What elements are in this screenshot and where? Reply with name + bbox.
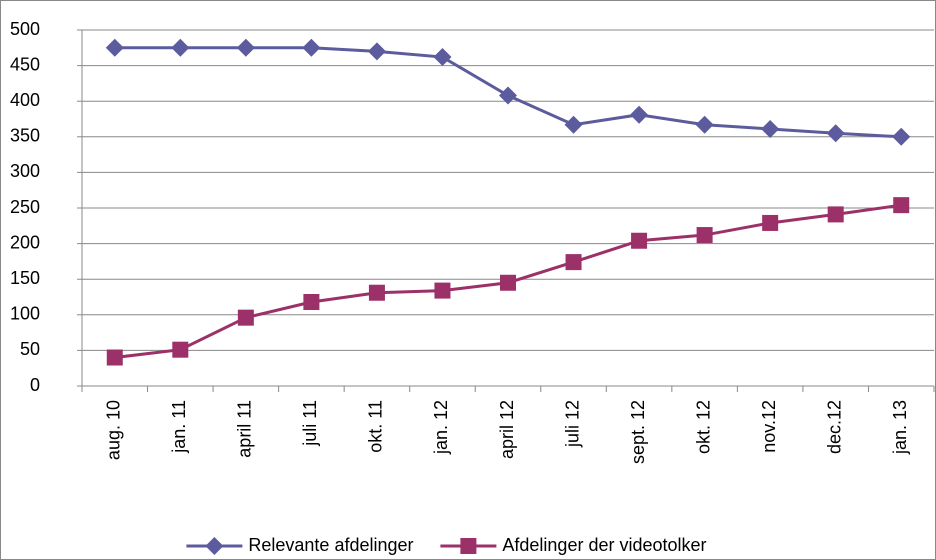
point	[105, 38, 124, 57]
x-tick-label: jan. 13	[890, 400, 910, 455]
x-tick-label: okt. 12	[693, 400, 713, 454]
y-tick-label: 0	[30, 375, 40, 395]
point	[892, 127, 911, 146]
y-tick-label: 300	[10, 161, 40, 181]
point	[696, 227, 713, 244]
point	[434, 282, 451, 299]
point	[827, 206, 844, 223]
point	[826, 124, 845, 143]
x-tick-label: okt. 11	[366, 400, 386, 453]
point	[237, 309, 254, 326]
x-tick-label: juli 11	[300, 400, 320, 447]
point	[631, 232, 648, 249]
point	[761, 119, 780, 138]
x-tick-label: jan. 11	[169, 400, 189, 454]
y-tick-label: 200	[10, 232, 40, 252]
point	[564, 115, 583, 134]
legend-marker	[460, 538, 477, 554]
x-tick-label: sept. 12	[628, 400, 648, 464]
point	[762, 214, 779, 231]
legend-label: Afdelinger der videotolker	[502, 535, 706, 555]
x-tick-label: aug. 10	[104, 400, 124, 460]
point	[172, 341, 189, 358]
y-tick-label: 100	[10, 304, 40, 324]
point	[433, 48, 452, 67]
legend-label: Relevante afdelinger	[248, 535, 413, 555]
point	[893, 197, 910, 214]
point	[499, 86, 517, 105]
point	[367, 42, 386, 61]
point	[106, 349, 123, 366]
point	[171, 38, 190, 57]
point	[302, 38, 321, 57]
point	[695, 115, 714, 134]
point	[500, 274, 516, 291]
x-tick-label: april 11	[235, 400, 255, 458]
x-tick-label: juli 12	[562, 400, 582, 448]
y-tick-label: 250	[10, 197, 40, 217]
x-tick-label: april 12	[497, 400, 517, 459]
y-tick-label: 150	[10, 268, 40, 288]
y-tick-label: 500	[10, 19, 40, 39]
point	[368, 284, 385, 301]
x-tick-label: nov.12	[759, 400, 779, 453]
point	[303, 293, 320, 310]
x-tick-label: jan. 12	[431, 400, 451, 455]
y-tick-label: 450	[10, 54, 40, 74]
legend-marker	[205, 537, 224, 555]
y-tick-label: 350	[10, 126, 40, 146]
point	[236, 38, 255, 57]
point	[565, 254, 582, 271]
x-tick-label: dec.12	[824, 400, 844, 454]
point	[630, 105, 649, 124]
y-tick-label: 50	[20, 339, 40, 359]
y-tick-label: 400	[10, 90, 40, 110]
